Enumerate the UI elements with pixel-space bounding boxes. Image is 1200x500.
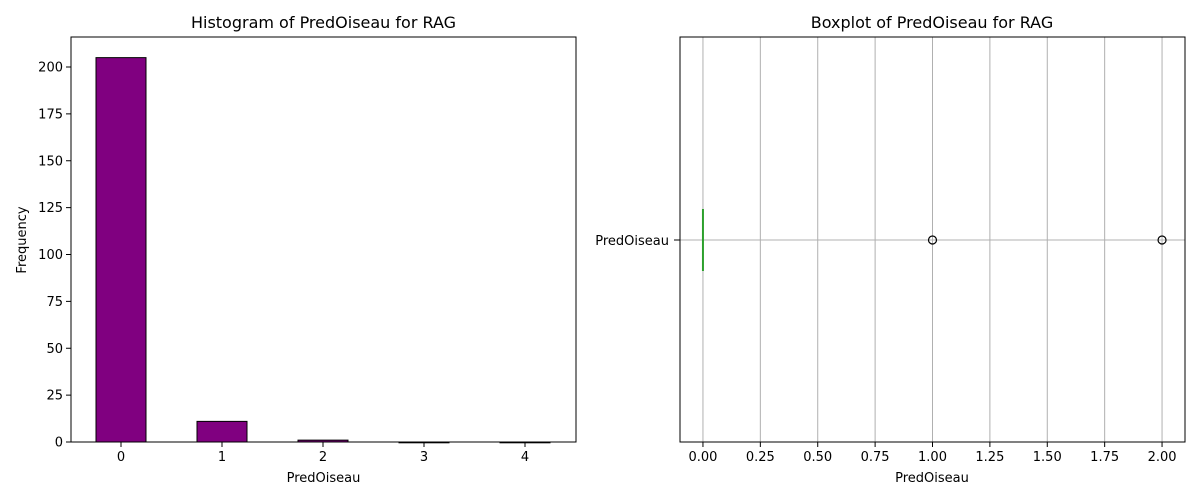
boxplot-x-tick-label: 2.00	[1148, 450, 1177, 465]
boxplot-x-tick-label: 1.75	[1090, 450, 1119, 465]
histogram-bar	[95, 57, 147, 443]
histogram-y-tick-label: 25	[46, 389, 63, 404]
histogram-x-tick-label: 4	[521, 450, 529, 465]
histogram-y-axis-label: Frequency	[15, 206, 30, 273]
histogram-y-tick-label: 125	[38, 201, 63, 216]
histogram-title: Histogram of PredOiseau for RAG	[191, 13, 456, 32]
histogram-y-ticks: 0 25 50 75 100 125 150 175 200	[38, 61, 71, 451]
histogram-x-tick-label: 0	[117, 450, 125, 465]
histogram-x-axis-label: PredOiseau	[287, 471, 361, 486]
histogram-x-tick-label: 3	[420, 450, 428, 465]
histogram-y-tick-label: 100	[38, 248, 63, 263]
boxplot-grid	[680, 37, 1185, 442]
histogram-x-tick-label: 2	[319, 450, 327, 465]
histogram-chart: Histogram of PredOiseau for RAG PredOise…	[15, 13, 577, 486]
boxplot-marks	[701, 209, 1167, 271]
boxplot-x-tick-label: 0.50	[803, 450, 832, 465]
boxplot-x-axis-label: PredOiseau	[895, 471, 969, 486]
histogram-bars	[95, 57, 551, 444]
histogram-bar	[196, 420, 248, 443]
boxplot-category-label: PredOiseau	[595, 234, 669, 249]
histogram-x-ticks: 0 1 2 3 4	[117, 442, 529, 465]
boxplot-x-tick-label: 1.00	[918, 450, 947, 465]
boxplot-outlier-point	[927, 235, 938, 245]
histogram-axes-frame	[70, 36, 577, 443]
histogram-y-tick-label: 75	[46, 295, 63, 310]
histogram-x-tick-label: 1	[218, 450, 226, 465]
boxplot-x-ticks: 0.00 0.25 0.50 0.75 1.00 1.25 1.50 1.75 2.00	[688, 442, 1177, 465]
boxplot-x-tick-label: 0.25	[746, 450, 775, 465]
boxplot-x-tick-label: 0.75	[861, 450, 890, 465]
boxplot-title: Boxplot of PredOiseau for RAG	[811, 13, 1053, 32]
boxplot-axes-frame	[679, 36, 1186, 443]
boxplot-x-tick-label: 1.25	[975, 450, 1004, 465]
histogram-y-tick-label: 0	[55, 436, 63, 451]
boxplot-x-tick-label: 1.50	[1033, 450, 1062, 465]
boxplot-chart: Boxplot of PredOiseau for RAG PredOiseau…	[595, 13, 1186, 486]
histogram-y-tick-label: 150	[38, 154, 63, 169]
histogram-y-tick-label: 175	[38, 107, 63, 122]
boxplot-outlier-point	[1157, 235, 1167, 245]
histogram-y-tick-label: 200	[38, 61, 63, 76]
histogram-y-tick-label: 50	[46, 342, 63, 357]
boxplot-x-tick-label: 0.00	[688, 450, 717, 465]
